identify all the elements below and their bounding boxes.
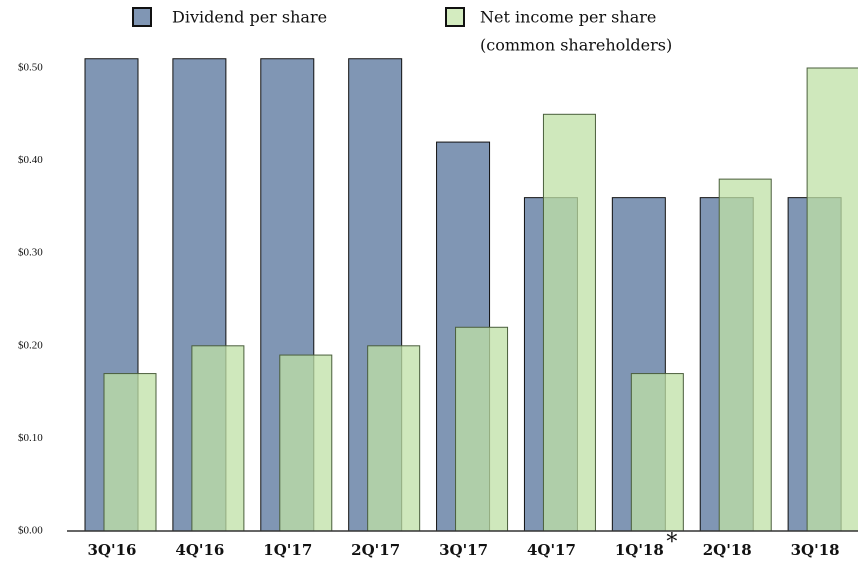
bar	[542, 113, 596, 532]
y-tick-label: $0.20	[18, 339, 43, 351]
annotation: *	[666, 530, 677, 555]
bar	[191, 345, 245, 532]
y-tick-label: $0.00	[18, 525, 43, 537]
bar	[718, 178, 772, 532]
legend-label: Net income per share	[480, 8, 656, 27]
x-tick-label: 1Q'18	[615, 541, 664, 559]
bar	[279, 354, 333, 532]
bar	[103, 373, 157, 532]
x-tick-label: 2Q'17	[351, 541, 400, 559]
bar	[806, 67, 858, 532]
y-tick-label: $0.40	[18, 154, 43, 166]
x-tick-label: 3Q'16	[88, 541, 137, 559]
x-tick-label: 1Q'17	[263, 541, 312, 559]
bar	[630, 373, 684, 532]
legend-label: Dividend per share	[172, 8, 327, 27]
x-tick-label: 4Q'17	[527, 541, 576, 559]
x-tick-label: 4Q'16	[175, 541, 224, 559]
x-tick-label: 3Q'18	[791, 541, 840, 559]
y-tick-label: $0.50	[18, 62, 43, 74]
legend-note: (common shareholders)	[480, 36, 672, 55]
x-tick-label: 3Q'17	[439, 541, 488, 559]
bar	[455, 326, 509, 532]
legend-swatch	[445, 7, 465, 27]
x-tick-label: 2Q'18	[703, 541, 752, 559]
y-tick-label: $0.10	[18, 432, 43, 444]
y-tick-label: $0.30	[18, 247, 43, 259]
legend-swatch	[132, 7, 152, 27]
bar	[367, 345, 421, 532]
